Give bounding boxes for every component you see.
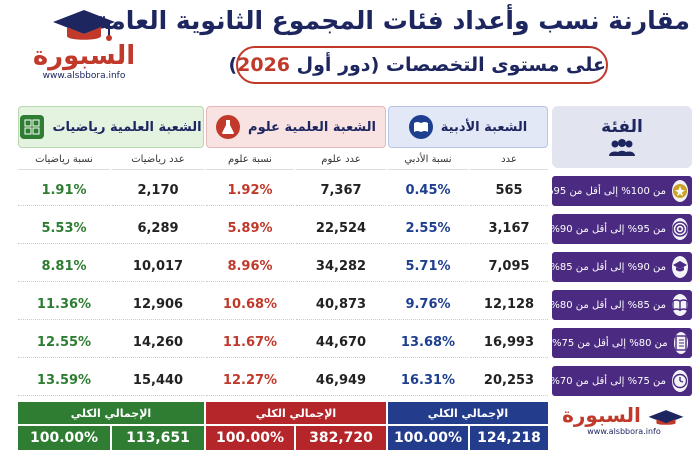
subtitle-text: على مستوى التخصصات (دور أول <box>296 54 606 76</box>
literary-pct-label: نسبة الأدبي <box>388 150 468 170</box>
math-pct: 5.53% <box>18 214 110 244</box>
graduation-cap-icon <box>672 256 688 278</box>
science-pct: 12.27% <box>206 366 294 396</box>
logo-brand: السبورة <box>32 41 136 71</box>
science-count: 46,949 <box>296 366 386 396</box>
math-pct: 11.36% <box>18 290 110 320</box>
literary-total-count: 124,218 <box>470 426 548 450</box>
science-pct: 11.67% <box>206 328 294 358</box>
math-count: 15,440 <box>112 366 204 396</box>
science-header: الشعبة العلمية علوم <box>206 106 386 148</box>
science-pct: 10.68% <box>206 290 294 320</box>
math-count: 6,289 <box>112 214 204 244</box>
literary-pct: 0.45% <box>388 176 468 206</box>
clock-icon <box>672 370 688 392</box>
header: مقارنة نسب وأعداد فئات المجموع الثانوية … <box>0 0 700 104</box>
literary-total-label: الإجمالي الكلي <box>388 402 548 424</box>
math-pct: 1.91% <box>18 176 110 206</box>
science-count: 34,282 <box>296 252 386 282</box>
notebook-icon <box>673 332 688 354</box>
literary-count: 7,095 <box>470 252 548 282</box>
math-total-count: 113,651 <box>112 426 204 450</box>
graduation-cap-icon <box>53 10 115 41</box>
category-label: من 95% إلى أقل من 90% <box>550 223 666 235</box>
math-pct: 13.59% <box>18 366 110 396</box>
category-header-label: الفئة <box>601 117 643 137</box>
literary-count: 565 <box>470 176 548 206</box>
group-icon <box>609 139 635 156</box>
category-label: من 85% إلى أقل من 80% <box>550 299 666 311</box>
literary-total-pct: 100.00% <box>388 426 468 450</box>
math-pct: 12.55% <box>18 328 110 358</box>
footer-logo-brand: السبورة <box>562 403 641 427</box>
target-icon <box>672 218 688 240</box>
literary-header: الشعبة الأدبية <box>388 106 548 148</box>
flask-icon <box>216 115 241 139</box>
science-pct: 1.92% <box>206 176 294 206</box>
category-row-3: من 90% إلى أقل من 85% <box>550 252 692 282</box>
math-header-label: الشعبة العلمية رياضيات <box>52 119 202 135</box>
category-header: الفئة <box>552 106 692 168</box>
calculator-icon <box>20 115 45 139</box>
literary-count: 12,128 <box>470 290 548 320</box>
literary-count: 3,167 <box>470 214 548 244</box>
literary-pct: 5.71% <box>388 252 468 282</box>
literary-pct: 13.68% <box>388 328 468 358</box>
science-total-count: 382,720 <box>296 426 386 450</box>
science-count: 7,367 <box>296 176 386 206</box>
math-count: 10,017 <box>112 252 204 282</box>
literary-count-label: عدد <box>470 150 548 170</box>
open-book-icon <box>672 294 688 316</box>
science-count: 40,873 <box>296 290 386 320</box>
literary-pct: 9.76% <box>388 290 468 320</box>
literary-count: 16,993 <box>470 328 548 358</box>
literary-count: 20,253 <box>470 366 548 396</box>
math-total-pct: 100.00% <box>18 426 110 450</box>
literary-pct: 16.31% <box>388 366 468 396</box>
science-total-pct: 100.00% <box>206 426 294 450</box>
category-row-6: من 75% إلى أقل من 70% <box>550 366 692 396</box>
math-count: 12,906 <box>112 290 204 320</box>
book-icon <box>408 115 433 139</box>
math-total-label: الإجمالي الكلي <box>18 402 204 424</box>
logo: السبورة www.alsbbora.info <box>14 6 154 98</box>
category-row-4: من 85% إلى أقل من 80% <box>550 290 692 320</box>
category-row-5: من 80% إلى أقل من 75% <box>552 328 692 358</box>
science-header-label: الشعبة العلمية علوم <box>248 119 376 135</box>
math-count: 14,260 <box>112 328 204 358</box>
math-count-label: عدد رياضيات <box>112 150 204 170</box>
literary-header-label: الشعبة الأدبية <box>440 119 528 135</box>
math-pct: 8.81% <box>18 252 110 282</box>
graduation-cap-icon <box>648 409 684 425</box>
science-count: 44,670 <box>296 328 386 358</box>
subtitle: على مستوى التخصصات (دور أول 2026) <box>228 46 608 84</box>
logo-site: www.alsbbora.info <box>42 71 126 81</box>
science-pct-label: نسبة علوم <box>206 150 294 170</box>
subtitle-close: ) <box>228 54 238 76</box>
science-count: 22,524 <box>296 214 386 244</box>
math-count: 2,170 <box>112 176 204 206</box>
science-pct: 8.96% <box>206 252 294 282</box>
science-count-label: عدد علوم <box>296 150 386 170</box>
category-label: من 80% إلى أقل من 75% <box>552 337 668 349</box>
page-title: مقارنة نسب وأعداد فئات المجموع الثانوية … <box>95 6 690 35</box>
category-row-2: من 95% إلى أقل من 90% <box>550 214 692 244</box>
literary-pct: 2.55% <box>388 214 468 244</box>
category-label: من 75% إلى أقل من 70% <box>550 375 666 387</box>
footer-logo-site: www.alsbbora.info <box>587 426 661 436</box>
math-pct-label: نسبة رياضيات <box>18 150 110 170</box>
science-pct: 5.89% <box>206 214 294 244</box>
category-row-1: من 100% إلى أقل من 95% <box>544 176 692 206</box>
subtitle-year: 2026 <box>237 54 291 76</box>
footer-logo: السبورة www.alsbbora.info <box>556 404 692 450</box>
category-label: من 90% إلى أقل من 85% <box>550 261 666 273</box>
star-badge-icon <box>672 180 688 202</box>
category-label: من 100% إلى أقل من 95% <box>544 185 666 197</box>
math-header: الشعبة العلمية رياضيات <box>18 106 204 148</box>
science-total-label: الإجمالي الكلي <box>206 402 386 424</box>
